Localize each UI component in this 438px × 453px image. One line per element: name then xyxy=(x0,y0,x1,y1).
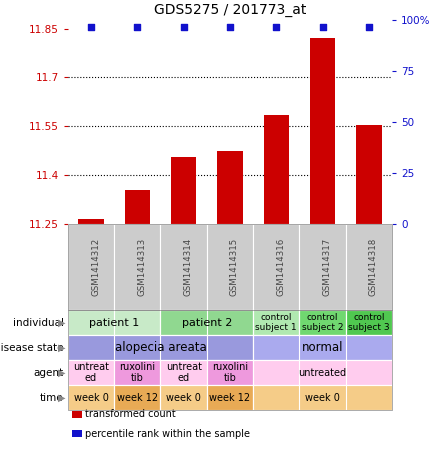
Text: patient 2: patient 2 xyxy=(182,318,232,328)
Text: alopecia areata: alopecia areata xyxy=(115,341,206,354)
Text: untreat
ed: untreat ed xyxy=(166,362,201,383)
Text: control
subject 3: control subject 3 xyxy=(348,313,390,333)
Bar xyxy=(356,125,381,224)
Text: GSM1414312: GSM1414312 xyxy=(91,238,100,296)
Text: week 12: week 12 xyxy=(117,392,158,403)
Point xyxy=(365,23,372,30)
Text: time: time xyxy=(40,392,64,403)
Text: ▶: ▶ xyxy=(58,342,66,353)
Point xyxy=(134,23,141,30)
Text: control
subject 1: control subject 1 xyxy=(255,313,297,333)
Text: week 12: week 12 xyxy=(209,392,251,403)
Title: GDS5275 / 201773_at: GDS5275 / 201773_at xyxy=(154,3,306,17)
Bar xyxy=(171,157,196,224)
Text: control
subject 2: control subject 2 xyxy=(302,313,343,333)
Bar xyxy=(310,39,335,224)
Text: patient 1: patient 1 xyxy=(89,318,139,328)
Text: agent: agent xyxy=(33,367,64,378)
Text: untreated: untreated xyxy=(298,367,346,378)
Text: transformed count: transformed count xyxy=(85,410,175,419)
Text: GSM1414314: GSM1414314 xyxy=(184,238,193,296)
Text: GSM1414313: GSM1414313 xyxy=(138,238,146,296)
Bar xyxy=(78,219,104,224)
Point xyxy=(180,23,187,30)
Text: week 0: week 0 xyxy=(166,392,201,403)
Text: ▶: ▶ xyxy=(58,392,66,403)
Text: GSM1414317: GSM1414317 xyxy=(322,238,332,296)
Text: ▶: ▶ xyxy=(58,318,66,328)
Bar xyxy=(264,115,289,224)
Text: week 0: week 0 xyxy=(305,392,340,403)
Text: GSM1414318: GSM1414318 xyxy=(369,238,378,296)
Point xyxy=(319,23,326,30)
Point xyxy=(273,23,280,30)
Bar xyxy=(217,151,243,224)
Text: GSM1414315: GSM1414315 xyxy=(230,238,239,296)
Text: disease state: disease state xyxy=(0,342,64,353)
Point xyxy=(226,23,233,30)
Bar xyxy=(124,190,150,224)
Point xyxy=(88,23,95,30)
Text: week 0: week 0 xyxy=(74,392,109,403)
Text: untreat
ed: untreat ed xyxy=(73,362,109,383)
Text: GSM1414316: GSM1414316 xyxy=(276,238,285,296)
Text: percentile rank within the sample: percentile rank within the sample xyxy=(85,429,250,439)
Text: ruxolini
tib: ruxolini tib xyxy=(119,362,155,383)
Text: normal: normal xyxy=(302,341,343,354)
Text: individual: individual xyxy=(13,318,64,328)
Text: ruxolini
tib: ruxolini tib xyxy=(212,362,248,383)
Text: ▶: ▶ xyxy=(58,367,66,378)
